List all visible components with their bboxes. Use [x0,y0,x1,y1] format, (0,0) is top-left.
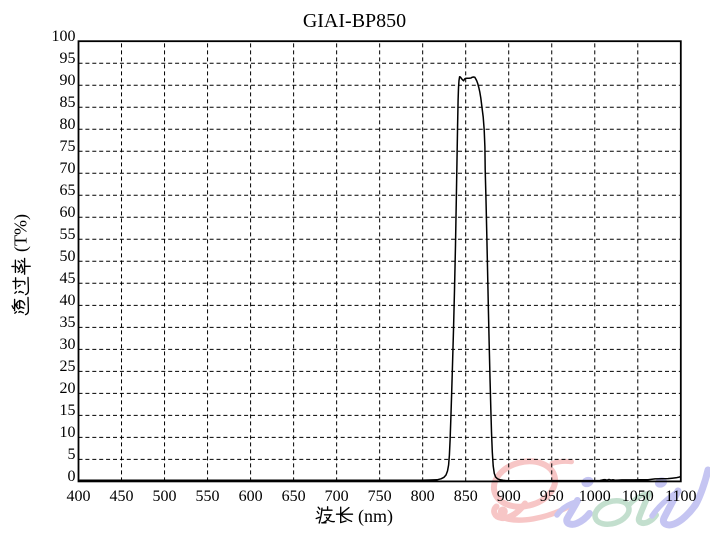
svg-text:45: 45 [60,270,76,287]
svg-text:800: 800 [411,488,435,505]
svg-text:600: 600 [239,488,263,505]
svg-text:95: 95 [60,50,76,67]
svg-text:1000: 1000 [579,488,611,505]
svg-text:70: 70 [60,160,76,177]
svg-text:85: 85 [60,94,76,111]
svg-text:GIAI-BP850: GIAI-BP850 [303,10,406,32]
svg-text:55: 55 [60,226,76,243]
svg-text:80: 80 [60,116,76,133]
svg-text:1100: 1100 [665,488,696,505]
svg-text:25: 25 [60,358,76,375]
svg-text:650: 650 [282,488,306,505]
svg-text:450: 450 [110,488,134,505]
svg-text:30: 30 [60,336,76,353]
svg-text:5: 5 [68,446,76,463]
svg-text:900: 900 [497,488,521,505]
svg-text:550: 550 [196,488,220,505]
svg-text:60: 60 [60,204,76,221]
svg-text:0: 0 [68,468,76,485]
svg-text:50: 50 [60,248,76,265]
svg-text:90: 90 [60,72,76,89]
svg-text:100: 100 [52,28,76,45]
svg-text:950: 950 [540,488,564,505]
svg-text:15: 15 [60,402,76,419]
svg-text:500: 500 [153,488,177,505]
svg-text:700: 700 [325,488,349,505]
svg-text:850: 850 [454,488,478,505]
svg-text:20: 20 [60,380,76,397]
svg-text:1050: 1050 [622,488,654,505]
svg-text:40: 40 [60,292,76,309]
svg-text:400: 400 [67,488,91,505]
svg-text:65: 65 [60,182,76,199]
svg-text:10: 10 [60,424,76,441]
svg-text:750: 750 [368,488,392,505]
svg-text:(nm): (nm) [358,506,393,527]
svg-text:35: 35 [60,314,76,331]
svg-text:(T%): (T%) [11,214,32,252]
svg-text:75: 75 [60,138,76,155]
